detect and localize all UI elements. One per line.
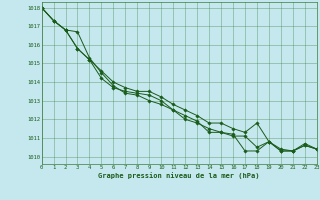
X-axis label: Graphe pression niveau de la mer (hPa): Graphe pression niveau de la mer (hPa) — [99, 172, 260, 179]
